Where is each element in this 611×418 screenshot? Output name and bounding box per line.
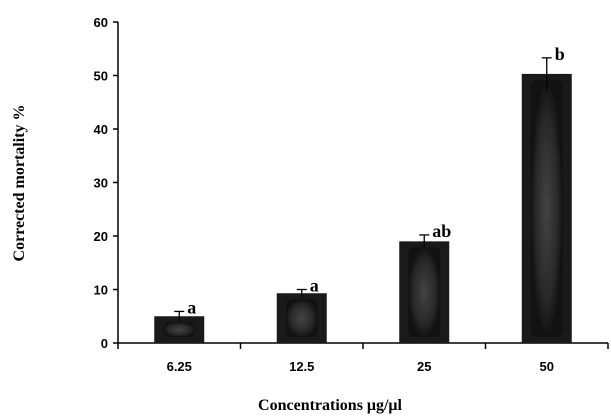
y-tick-label: 40 (94, 122, 108, 137)
x-tick-label: 25 (417, 359, 431, 374)
significance-label: b (555, 44, 565, 64)
y-axis-title: Corrected mortality % (11, 105, 28, 262)
significance-label: a (187, 297, 196, 317)
y-tick-label: 60 (94, 15, 108, 30)
bars: a a ab b (154, 44, 572, 344)
y-tick-label: 20 (94, 229, 108, 244)
x-axis-title: Concentrations μg/μl (258, 397, 402, 414)
y-tick-label: 10 (94, 283, 108, 298)
y-tick-label: 50 (94, 69, 108, 84)
x-ticks: 6.25 12.5 25 50 (117, 343, 609, 374)
significance-label: ab (432, 221, 451, 241)
x-tick-label: 50 (540, 359, 554, 374)
y-ticks: 0 10 20 30 40 50 60 (94, 15, 118, 351)
significance-label: a (310, 276, 319, 296)
bar-highlight (408, 247, 441, 337)
x-tick-label: 12.5 (289, 359, 314, 374)
bar-highlight (285, 299, 318, 337)
y-tick-label: 30 (94, 176, 108, 191)
y-tick-label: 0 (101, 336, 108, 351)
bar-highlight (163, 322, 196, 337)
x-tick-label: 6.25 (167, 359, 192, 374)
bar-highlight (530, 79, 563, 338)
